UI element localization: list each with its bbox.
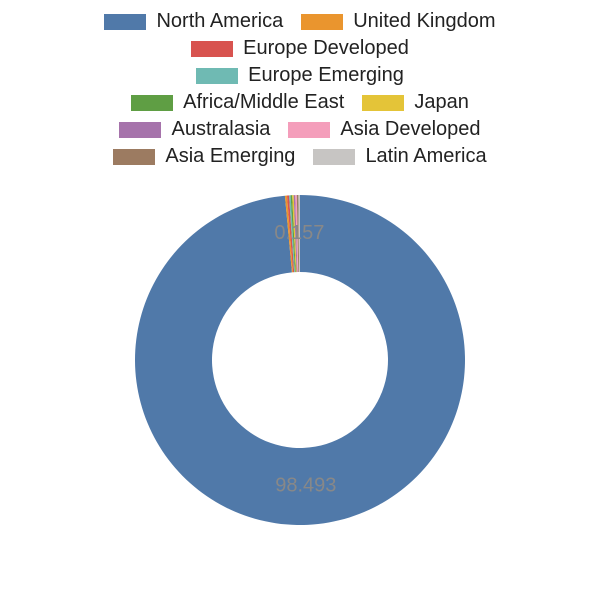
legend-label: Japan xyxy=(414,91,469,114)
legend-label: Asia Developed xyxy=(340,118,480,141)
legend-swatch xyxy=(313,149,355,165)
legend-swatch xyxy=(301,14,343,30)
legend-label: Africa/Middle East xyxy=(183,91,344,114)
donut-chart-container: 98.493 0.157 xyxy=(0,180,600,540)
legend-row: Europe Developed xyxy=(0,37,600,60)
legend-swatch xyxy=(196,68,238,84)
legend-label: Australasia xyxy=(171,118,270,141)
legend: North America United Kingdom Europe Develo… xyxy=(0,0,600,172)
legend-label: Asia Emerging xyxy=(165,145,295,168)
legend-label: North America xyxy=(156,10,283,33)
slice-value-label: 0.157 xyxy=(274,222,324,244)
legend-item: Europe Emerging xyxy=(196,64,404,87)
donut-chart: 98.493 0.157 xyxy=(0,180,600,540)
legend-item: Europe Developed xyxy=(191,37,409,60)
legend-swatch xyxy=(288,122,330,138)
legend-item: Latin America xyxy=(313,145,486,168)
legend-swatch xyxy=(191,41,233,57)
legend-item: Japan xyxy=(362,91,469,114)
legend-label: Latin America xyxy=(365,145,486,168)
legend-swatch xyxy=(131,95,173,111)
legend-item: Africa/Middle East xyxy=(131,91,344,114)
legend-item: North America xyxy=(104,10,283,33)
legend-item: Asia Developed xyxy=(288,118,480,141)
legend-swatch xyxy=(362,95,404,111)
legend-row: North America United Kingdom xyxy=(0,10,600,33)
legend-label: United Kingdom xyxy=(353,10,495,33)
legend-row: Europe Emerging xyxy=(0,64,600,87)
legend-item: Australasia xyxy=(119,118,270,141)
legend-row: Africa/Middle East Japan xyxy=(0,91,600,114)
legend-row: Australasia Asia Developed xyxy=(0,118,600,141)
legend-item: Asia Emerging xyxy=(113,145,295,168)
legend-row: Asia Emerging Latin America xyxy=(0,145,600,168)
slice-value-label: 98.493 xyxy=(275,475,336,497)
legend-swatch xyxy=(119,122,161,138)
legend-swatch xyxy=(113,149,155,165)
legend-label: Europe Emerging xyxy=(248,64,404,87)
legend-item: United Kingdom xyxy=(301,10,495,33)
legend-label: Europe Developed xyxy=(243,37,409,60)
legend-swatch xyxy=(104,14,146,30)
